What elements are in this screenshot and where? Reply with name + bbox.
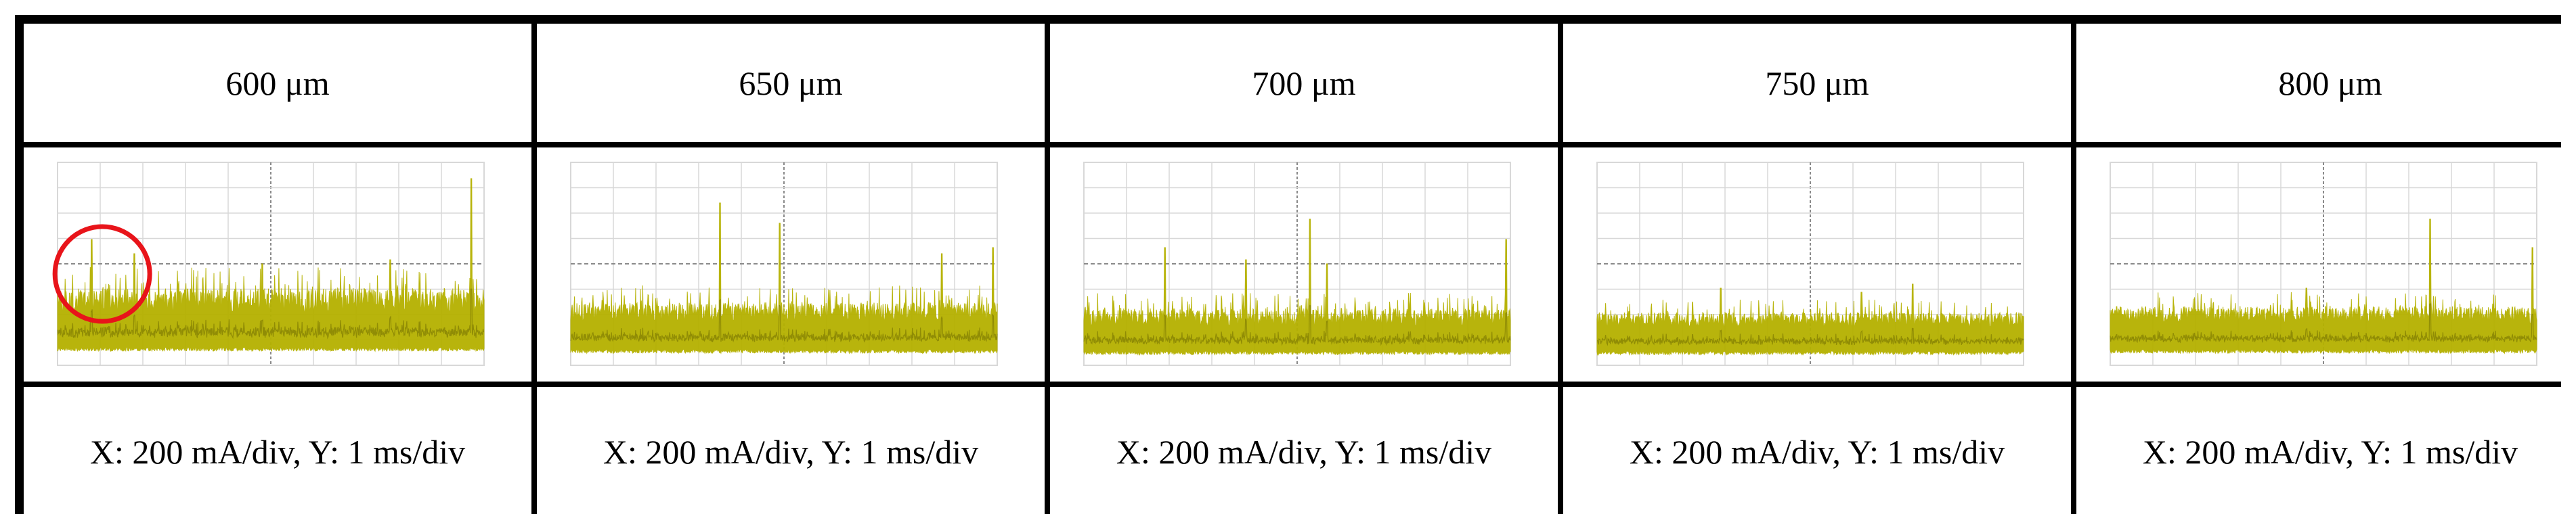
signal-trace: [2110, 218, 2537, 354]
header-800: 800 μm: [2076, 24, 2576, 142]
results-table: 600 μm 650 μm 700 μm 750 μm 800 μm X: 20…: [15, 15, 2576, 516]
caption-650: X: 200 mA/div, Y: 1 ms/div: [537, 387, 1045, 516]
oscilloscope-plot-800: [2076, 147, 2576, 382]
caption-700: X: 200 mA/div, Y: 1 ms/div: [1050, 387, 1558, 516]
caption-800: X: 200 mA/div, Y: 1 ms/div: [2076, 387, 2576, 516]
signal-trace-core: [1083, 304, 1511, 346]
header-label: 600 μm: [225, 64, 330, 102]
trace-svg: [570, 162, 998, 366]
caption-750: X: 200 mA/div, Y: 1 ms/div: [1563, 387, 2071, 516]
trace-svg: [1083, 162, 1511, 366]
trace-svg: [2110, 162, 2537, 366]
signal-trace: [1083, 218, 1511, 356]
header-650: 650 μm: [537, 24, 1045, 142]
header-label: 800 μm: [2278, 64, 2382, 102]
header-label: 750 μm: [1765, 64, 1869, 102]
signal-trace-core: [1597, 327, 2024, 346]
signal-trace-core: [57, 288, 485, 340]
header-700: 700 μm: [1050, 24, 1558, 142]
signal-trace: [57, 178, 485, 352]
header-label: 700 μm: [1252, 64, 1356, 102]
signal-trace-core: [2110, 302, 2537, 344]
signal-trace-core: [570, 298, 998, 343]
header-750: 750 μm: [1563, 24, 2071, 142]
trace-svg: [52, 162, 485, 366]
highlight-circle: [52, 224, 152, 324]
oscilloscope-plot-650: [537, 147, 1045, 382]
signal-trace: [1596, 283, 2024, 356]
scale-caption: X: 200 mA/div, Y: 1 ms/div: [603, 432, 979, 471]
scale-caption: X: 200 mA/div, Y: 1 ms/div: [1629, 432, 2005, 471]
caption-600: X: 200 mA/div, Y: 1 ms/div: [24, 387, 531, 516]
oscilloscope-plot-700: [1050, 147, 1558, 382]
header-label: 650 μm: [739, 64, 843, 102]
scale-caption: X: 200 mA/div, Y: 1 ms/div: [89, 432, 466, 471]
scale-caption: X: 200 mA/div, Y: 1 ms/div: [1116, 432, 1492, 471]
oscilloscope-plot-750: [1563, 147, 2071, 382]
oscilloscope-plot-600: [24, 147, 531, 382]
trace-svg: [1596, 162, 2024, 366]
header-600: 600 μm: [24, 24, 531, 142]
scale-caption: X: 200 mA/div, Y: 1 ms/div: [2142, 432, 2518, 471]
